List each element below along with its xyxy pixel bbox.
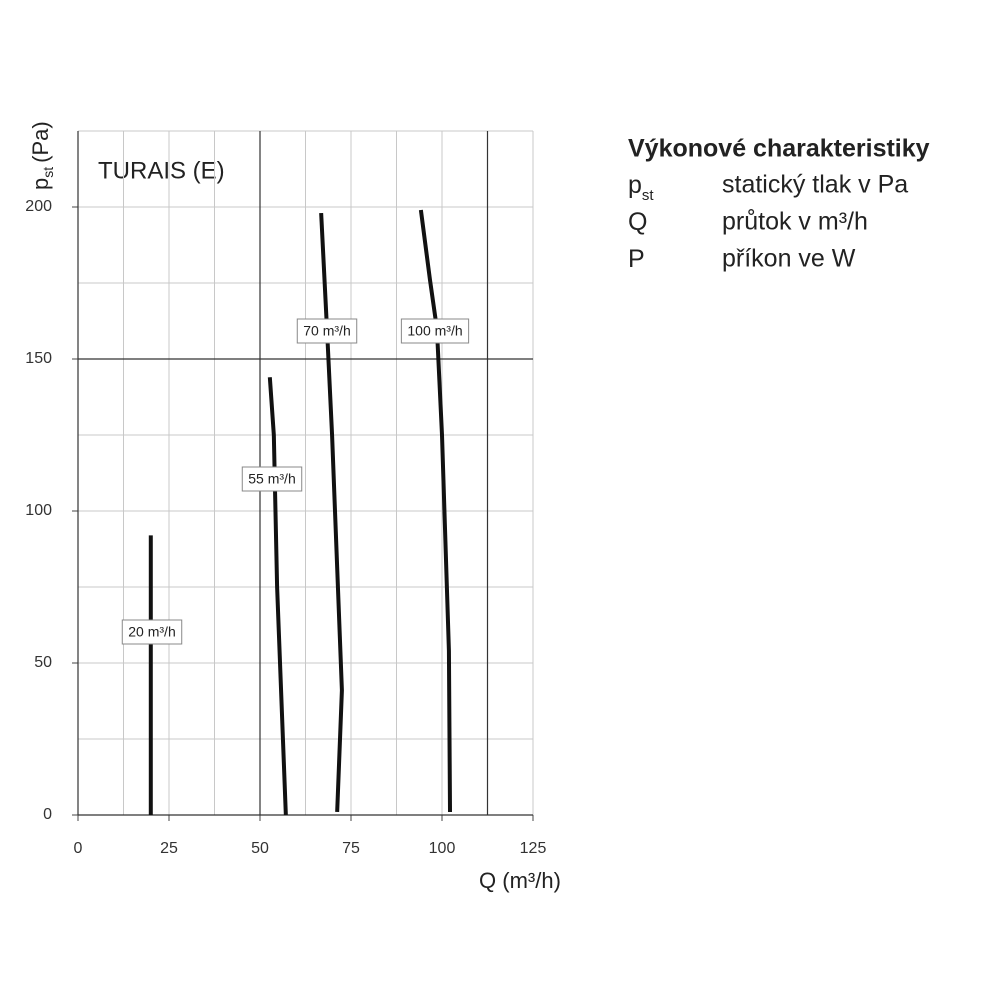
key-symbol: Q xyxy=(628,208,647,236)
y-tick-label: 100 xyxy=(25,502,52,519)
y-axis-label: pst (Pa) xyxy=(28,121,56,190)
x-axis-label: Q (m³/h) xyxy=(479,868,561,893)
curve xyxy=(267,377,288,816)
label-box xyxy=(121,619,183,645)
series-label: 100 m³/h xyxy=(407,323,462,339)
key-symbol: P xyxy=(628,245,645,273)
key-symbol-main: P xyxy=(628,245,645,273)
key-symbol-main: Q xyxy=(628,208,647,236)
series-label: 55 m³/h xyxy=(248,471,295,487)
curve-label: 55 m³/h xyxy=(241,466,303,492)
y-tick-label: 150 xyxy=(25,350,52,367)
chart-title: TURAIS (E) xyxy=(98,157,225,184)
x-tick-label: 75 xyxy=(342,840,360,857)
label-box xyxy=(241,466,303,492)
y-tick-label: 200 xyxy=(25,198,52,215)
x-tick-label: 25 xyxy=(160,840,178,857)
y-label-unit: (Pa) xyxy=(28,121,53,163)
key-text: statický tlak v Pa xyxy=(722,171,908,199)
curve-label: 70 m³/h xyxy=(296,318,358,344)
series-label: 70 m³/h xyxy=(303,323,350,339)
series-label: 20 m³/h xyxy=(128,624,175,640)
curve xyxy=(319,212,344,813)
y-label-main: p xyxy=(28,178,53,190)
y-tick-label: 0 xyxy=(43,806,52,823)
x-tick-label: 0 xyxy=(74,840,83,857)
label-box xyxy=(400,318,470,344)
key-text: příkon ve W xyxy=(722,245,856,273)
key-symbol-sub: st xyxy=(642,187,655,204)
x-tick-label: 100 xyxy=(429,840,456,857)
key-text: průtok v m³/h xyxy=(722,208,868,236)
curve-label: 20 m³/h xyxy=(121,619,183,645)
y-label-sub: st xyxy=(40,167,56,178)
curve-label: 100 m³/h xyxy=(400,318,470,344)
label-box xyxy=(296,318,358,344)
curve xyxy=(418,209,453,812)
key-symbol-main: p xyxy=(628,171,642,199)
x-tick-label: 125 xyxy=(520,840,547,857)
key-title: Výkonové charakteristiky xyxy=(628,135,930,163)
x-tick-label: 50 xyxy=(251,840,269,857)
y-tick-label: 50 xyxy=(34,654,52,671)
key-symbol: pst xyxy=(628,171,654,204)
